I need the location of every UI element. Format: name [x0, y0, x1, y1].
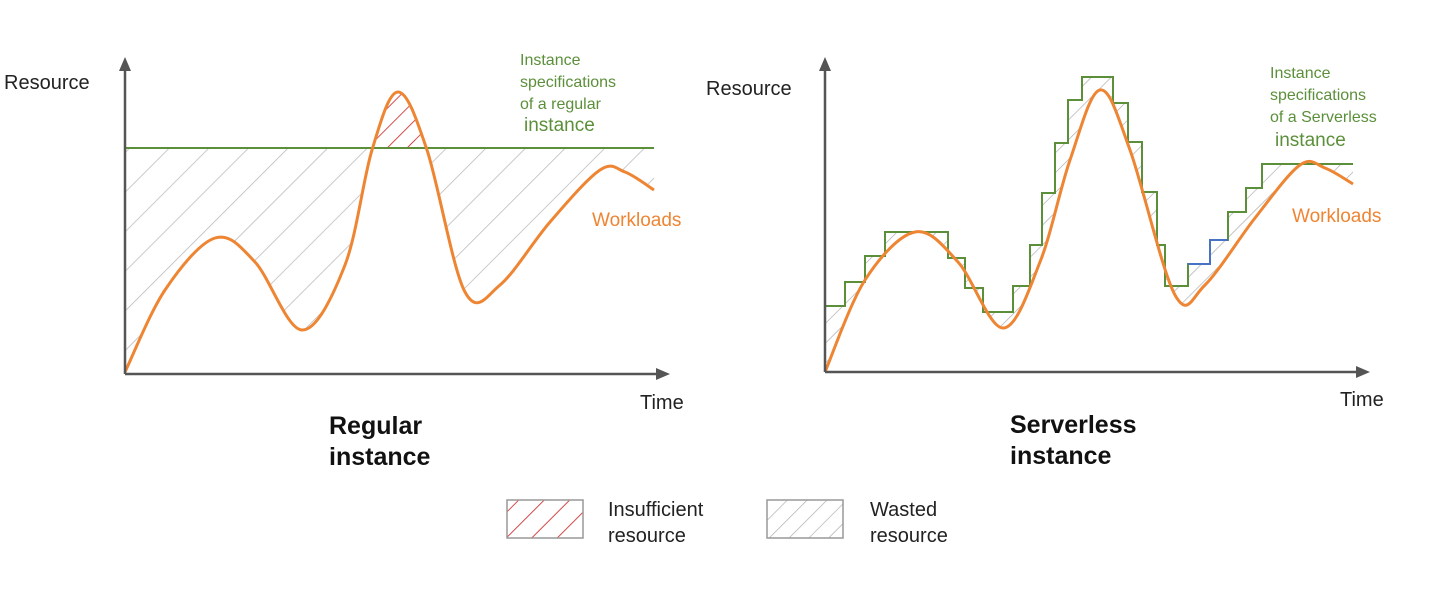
serverless-scale-up-step [1188, 239, 1228, 265]
regular-axes [119, 57, 670, 380]
legend-wasted-line-2: resource [870, 525, 948, 547]
serverless-instance-panel: Resource Time Instance specifications of… [706, 57, 1384, 470]
legend-item-wasted: Wasted resource [766, 499, 948, 547]
regular-x-axis-label: Time [640, 392, 684, 414]
regular-title-line-1: Regular [329, 412, 422, 440]
legend-item-insufficient: Insufficient resource [506, 499, 704, 547]
serverless-spec-label-line-2: specifications [1270, 87, 1366, 104]
regular-instance-panel: Resource Time Instance specifications of… [4, 52, 684, 471]
serverless-workload-label: Workloads [1292, 206, 1381, 227]
regular-spec-label-line-4: instance [524, 115, 595, 136]
regular-y-axis-label: Resource [4, 72, 90, 94]
regular-spec-label-line-1: Instance [520, 52, 581, 69]
serverless-workload-curve [823, 88, 1354, 373]
serverless-x-axis-label: Time [1340, 389, 1384, 411]
serverless-spec-label-line-1: Instance [1270, 65, 1331, 82]
serverless-y-axis-label: Resource [706, 78, 792, 100]
serverless-title-line-2: instance [1010, 442, 1112, 470]
regular-title-line-2: instance [329, 443, 431, 471]
serverless-spec-label-line-3: of a Serverless [1270, 109, 1377, 126]
legend-insufficient-line-2: resource [608, 525, 686, 547]
legend-insufficient-line-1: Insufficient [608, 499, 704, 521]
wasted-swatch [766, 499, 844, 539]
regular-workload-curve [123, 90, 655, 373]
serverless-spec-label-line-4: instance [1275, 130, 1346, 151]
regular-spec-label-line-2: specifications [520, 74, 616, 91]
serverless-axes [819, 57, 1370, 378]
serverless-spec-label: Instance specifications of a Serverless … [1270, 65, 1377, 151]
regular-workload-label: Workloads [592, 210, 681, 231]
legend: Insufficient resource Wasted resource [506, 499, 948, 547]
wasted-resource-region [125, 140, 654, 372]
regular-spec-label: Instance specifications of a regular ins… [520, 52, 616, 136]
serverless-title-line-1: Serverless [1010, 411, 1137, 439]
legend-wasted-line-1: Wasted [870, 499, 937, 521]
insufficient-swatch [506, 499, 584, 539]
regular-spec-label-line-3: of a regular [520, 96, 602, 113]
